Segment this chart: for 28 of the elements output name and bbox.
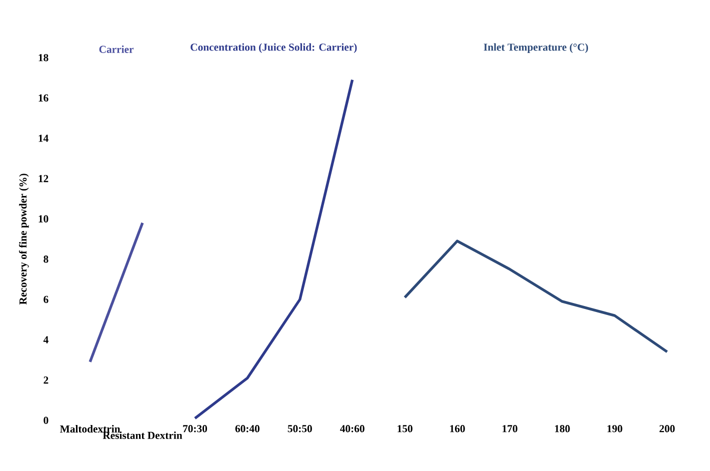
x-tick-label: 70:30 [183,425,208,432]
x-tick-label: 60:40 [235,425,260,432]
x-tick-label: Maltodextrin [60,425,120,433]
y-tick-label: 8 [44,256,48,263]
y-tick-label: 2 [44,376,48,384]
line-series [194,78,354,420]
text: Carrier [99,45,134,53]
text: Concentration (Juice Solid: Carrier) [190,43,357,53]
x-tick-label: 170 [502,425,518,432]
x-tick-label: 150 [398,425,412,432]
y-tick-label: 12 [38,175,48,182]
x-tick-label: 190 [608,425,622,432]
y-tick-label: 6 [44,296,48,304]
y-tick-label: 14 [38,134,48,142]
text: Inlet Temperature (°C) [484,43,588,53]
x-tick-label: 50:50 [288,425,312,432]
y-axis-title: Recovery of fine powder (%) [18,174,29,305]
y-tick-label: 0 [44,416,48,424]
y-tick-label: 16 [38,94,48,102]
y-tick-label: 18 [38,54,48,62]
x-tick-label: 180 [555,425,570,432]
x-tick-label: 40:60 [340,425,364,432]
x-tick-label: 160 [450,425,465,432]
line-series [403,240,668,354]
y-tick-label: 10 [38,215,48,222]
y-tick-label: 4 [43,336,48,344]
x-tick-label: Resistant Dextrin [102,432,182,440]
x-tick-label: 200 [660,425,675,432]
